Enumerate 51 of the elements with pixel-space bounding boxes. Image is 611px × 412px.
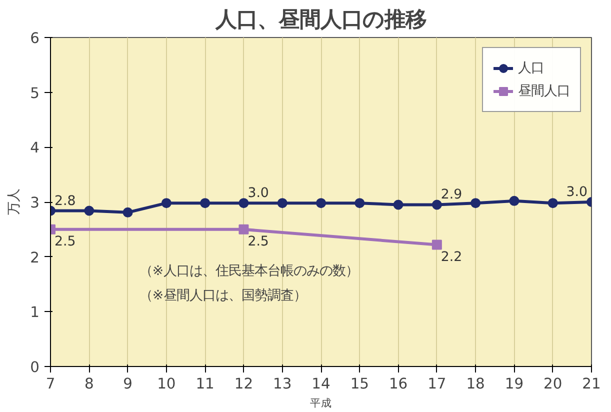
x-tick-label: 20 xyxy=(544,376,562,392)
y-tick-label: 6 xyxy=(30,30,40,47)
x-tick-label: 7 xyxy=(46,376,56,392)
data-label: 2.9 xyxy=(440,188,462,203)
data-label: 3.0 xyxy=(566,185,588,200)
x-tick-label: 18 xyxy=(466,376,485,392)
data-label: 2.5 xyxy=(54,234,76,250)
y-tick-label: 4 xyxy=(30,140,40,157)
x-tick-label: 14 xyxy=(312,376,330,392)
y-tick-label: 0 xyxy=(30,359,40,376)
point xyxy=(84,206,94,216)
x-tick-label: 19 xyxy=(504,376,524,392)
annotation: （※昼間人口は、国勢調査） xyxy=(139,288,307,304)
legend-label: 人口 xyxy=(518,60,544,77)
x-axis-title: 平成 xyxy=(310,396,332,410)
x-tick-label: 8 xyxy=(84,376,94,392)
x-tick-label: 13 xyxy=(273,376,292,392)
point xyxy=(354,198,365,208)
data-label: 2.2 xyxy=(440,250,462,265)
point xyxy=(316,198,326,208)
x-tick-label: 9 xyxy=(123,376,132,392)
y-tick-label: 3 xyxy=(30,194,40,212)
y-tick-label: 5 xyxy=(30,84,40,102)
point xyxy=(161,198,172,208)
y-tick-label: 1 xyxy=(30,304,40,322)
data-label: 2.8 xyxy=(54,194,76,209)
x-tick-label: 17 xyxy=(428,376,446,392)
point xyxy=(277,198,288,208)
point xyxy=(432,200,442,210)
x-tick-label: 15 xyxy=(350,376,369,392)
data-label: 2.5 xyxy=(248,234,269,250)
chart-title: 人口、昼間人口の推移 xyxy=(214,8,426,32)
point xyxy=(548,198,558,208)
point xyxy=(393,200,404,210)
y-axis-title: 万人 xyxy=(7,189,22,215)
x-tick-label: 21 xyxy=(582,376,601,392)
point xyxy=(470,198,481,208)
x-tick-label: 16 xyxy=(388,376,408,392)
x-tick-label: 10 xyxy=(157,376,176,392)
y-tick-label: 2 xyxy=(30,249,40,266)
point xyxy=(122,207,133,218)
point xyxy=(238,224,249,234)
point xyxy=(432,240,442,250)
x-tick-label: 11 xyxy=(196,376,214,392)
point xyxy=(238,198,249,208)
legend-label: 昼間人口 xyxy=(518,83,570,100)
annotation: （※人口は、住民基本台帳のみの数） xyxy=(139,264,359,279)
x-tick-label: 12 xyxy=(234,376,254,392)
point xyxy=(200,198,210,208)
point xyxy=(509,196,520,206)
data-label: 3.0 xyxy=(248,186,269,202)
